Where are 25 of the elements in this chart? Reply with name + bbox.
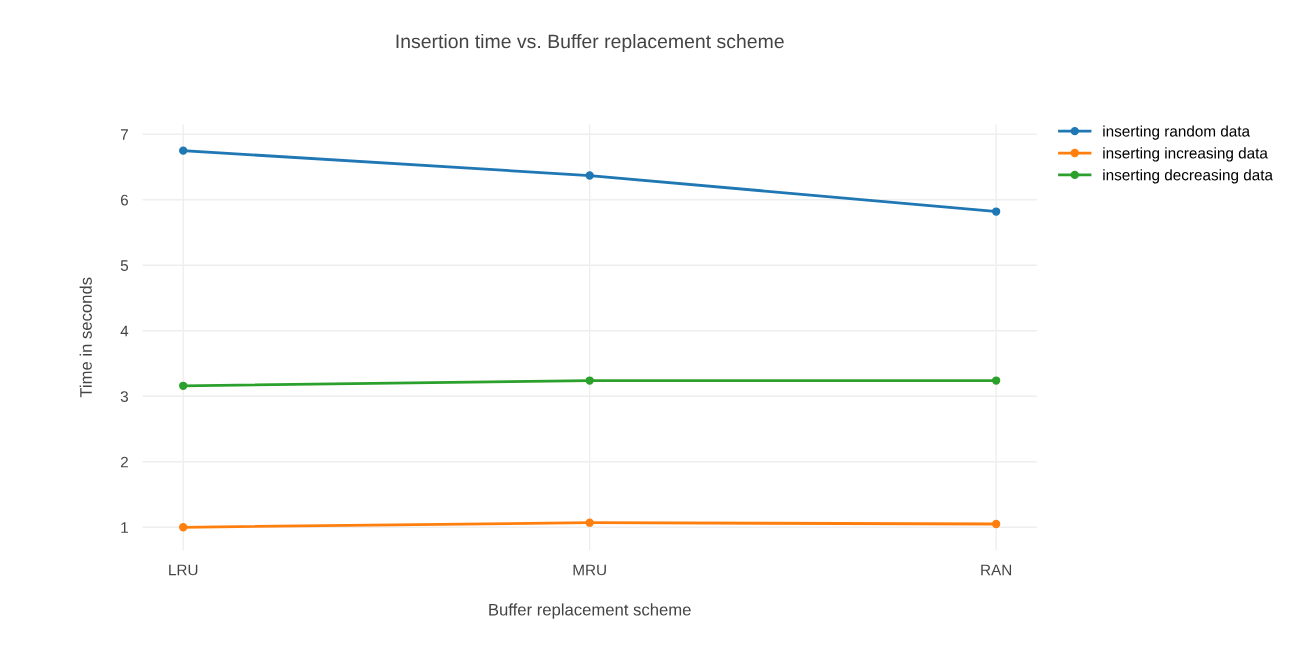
x-axis-title: Buffer replacement scheme [489,603,691,619]
y-tick-label: 2 [120,456,128,468]
point [991,376,1001,385]
legend-label: inserting decreasing data [1103,169,1273,184]
point [179,381,188,390]
legend-label: inserting increasing data [1103,147,1268,162]
y-tick-label: 3 [120,391,128,402]
point [585,518,594,527]
y-tick-label: 7 [120,129,128,140]
point [991,519,1001,529]
chart-title: Insertion time vs. Buffer replacement scheme [396,33,784,53]
point [585,171,594,180]
y-tick-label: 6 [120,194,128,206]
y-tick-label: 5 [120,260,129,271]
point [991,207,1001,216]
y-tick-label: 1 [121,522,128,533]
point [179,523,188,532]
point [585,376,594,385]
point [179,146,188,155]
x-tick-label: MRU [573,564,606,576]
y-axis-title: Time in seconds [79,277,92,398]
x-tick-label: LRU [169,564,198,576]
x-tick-label: RAN [981,564,1012,576]
y-tick-label: 4 [120,325,129,337]
legend-label: inserting random data [1103,125,1251,140]
